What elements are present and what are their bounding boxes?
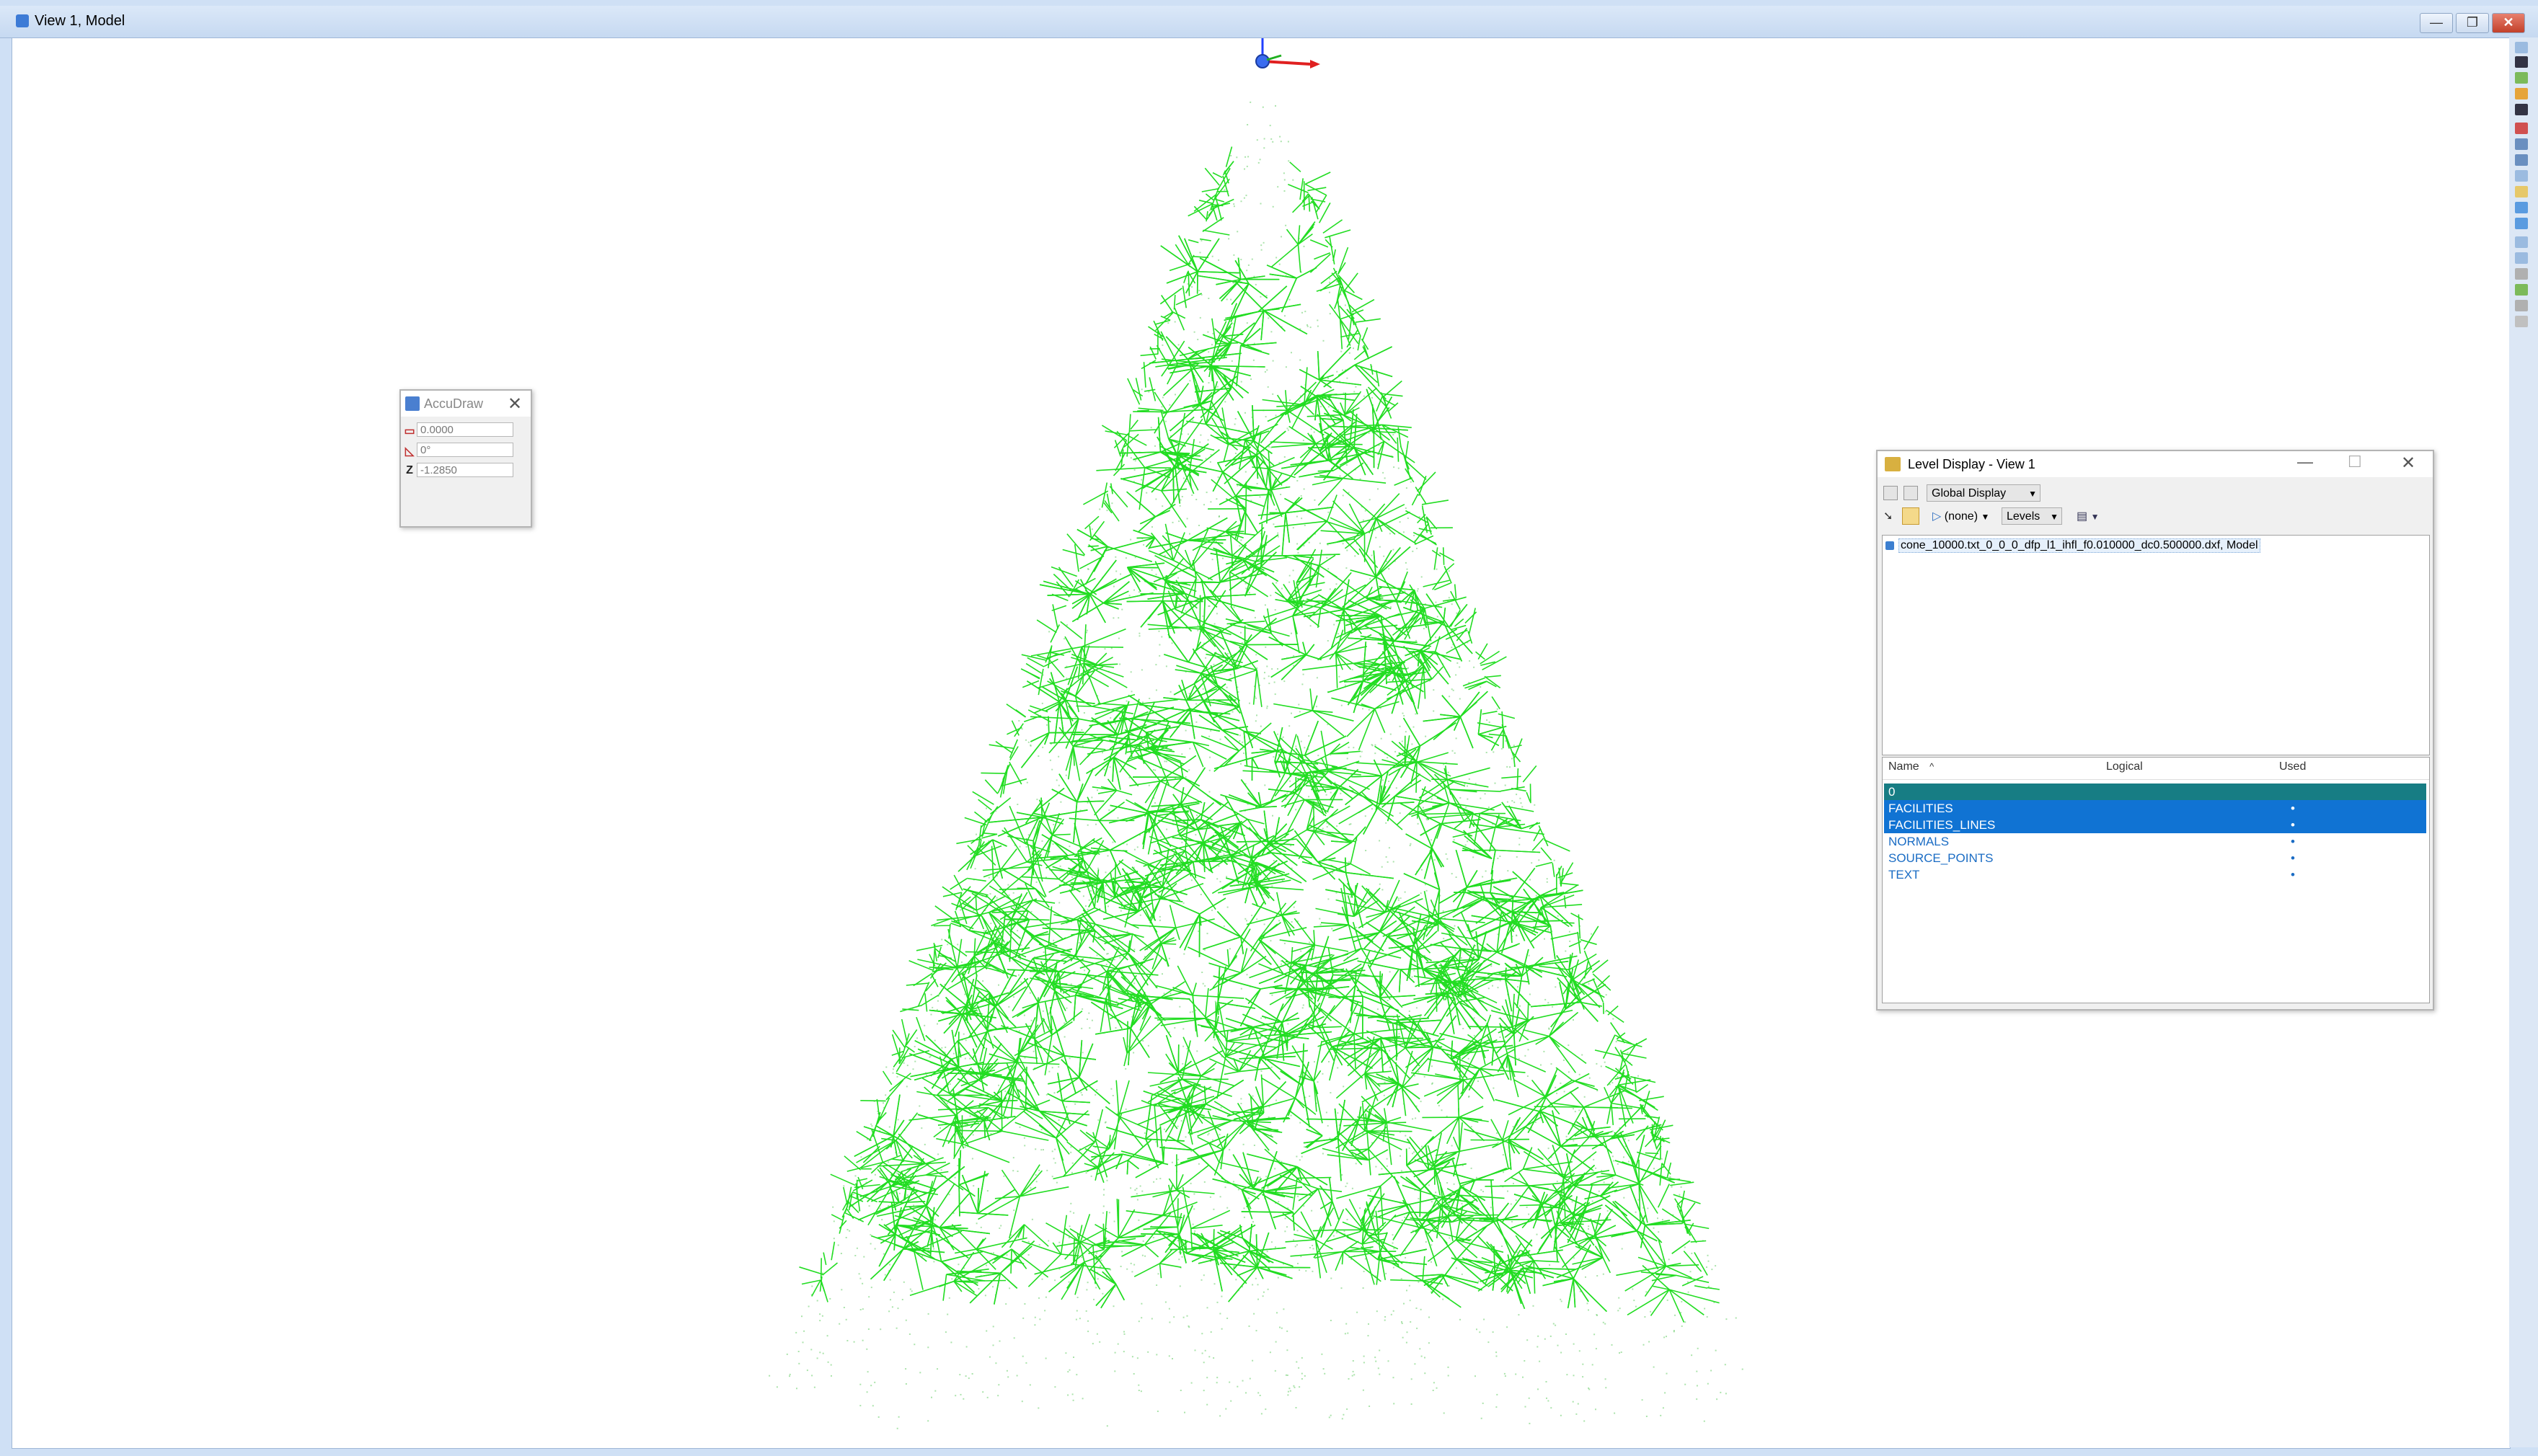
level-name: FACILITIES_LINES bbox=[1888, 818, 1996, 832]
chevron-down-icon: ▼ bbox=[2028, 489, 2037, 499]
distance-icon: ▭ bbox=[404, 425, 415, 438]
minimize-button[interactable]: — bbox=[2420, 13, 2453, 33]
level-display-titlebar[interactable]: Level Display - View 1 — ☐ ✕ bbox=[1878, 451, 2433, 477]
level-name: TEXT bbox=[1888, 868, 1920, 882]
view-select-icon[interactable] bbox=[1883, 486, 1898, 500]
distance-field[interactable]: 0.0000 bbox=[417, 422, 513, 437]
level-row-text[interactable]: TEXT • bbox=[1884, 866, 2426, 883]
column-header-used[interactable]: Used bbox=[2279, 760, 2307, 773]
level-used: • bbox=[2291, 818, 2295, 832]
copy-view-icon[interactable] bbox=[2515, 268, 2528, 280]
zoom-in-icon[interactable] bbox=[2515, 138, 2528, 150]
filter-value: (none) bbox=[1944, 510, 1978, 523]
next-view-icon[interactable] bbox=[2515, 252, 2528, 264]
camera-icon[interactable] bbox=[2515, 316, 2528, 327]
walk-view-icon[interactable] bbox=[2515, 218, 2528, 229]
display-mode-select[interactable]: Global Display ▼ bbox=[1927, 484, 2040, 502]
chart-icon: ▤ bbox=[2077, 510, 2088, 523]
level-display-title: Level Display - View 1 bbox=[1908, 457, 2035, 471]
level-used: • bbox=[2291, 835, 2295, 848]
pan-view-icon[interactable] bbox=[2515, 202, 2528, 213]
accudraw-icon bbox=[405, 396, 420, 411]
dgn-file-icon bbox=[1885, 541, 1894, 550]
z-field[interactable]: -1.2850 bbox=[417, 463, 513, 477]
level-used: • bbox=[2291, 851, 2295, 865]
previous-view-icon[interactable] bbox=[2515, 236, 2528, 248]
sort-ascending-icon: ^ bbox=[1929, 761, 1935, 772]
level-display-dialog: Level Display - View 1 — ☐ ✕ Global Disp… bbox=[1876, 450, 2434, 1011]
view-attributes-icon[interactable] bbox=[2515, 72, 2528, 84]
chevron-down-icon: ▼ bbox=[2090, 512, 2100, 522]
restore-button[interactable]: ❐ bbox=[2456, 13, 2489, 33]
level-row-facilities[interactable]: FACILITIES • bbox=[1884, 800, 2426, 817]
accudraw-close-button[interactable]: ✕ bbox=[508, 394, 523, 414]
level-name: FACILITIES bbox=[1888, 802, 1953, 815]
header-divider bbox=[1883, 779, 2429, 780]
view-title: View 1, Model bbox=[35, 13, 125, 29]
angle-icon: ◺ bbox=[404, 445, 415, 458]
type-select[interactable]: Levels ▼ bbox=[2002, 507, 2062, 525]
level-row-source-points[interactable]: SOURCE_POINTS • bbox=[1884, 850, 2426, 866]
level-minimize-button[interactable]: — bbox=[2297, 453, 2313, 471]
rotate-view-icon[interactable] bbox=[2515, 186, 2528, 197]
display-mode-value: Global Display bbox=[1932, 487, 2007, 500]
chevron-down-icon: ▼ bbox=[1981, 512, 1990, 522]
filter-icon: ▷ bbox=[1932, 510, 1942, 523]
display-options-button[interactable]: ▤ ▼ bbox=[2077, 509, 2099, 523]
level-used: • bbox=[2291, 868, 2295, 882]
angle-field[interactable]: 0° bbox=[417, 443, 513, 457]
level-used: • bbox=[2291, 802, 2295, 815]
level-row-normals[interactable]: NORMALS • bbox=[1884, 833, 2426, 850]
level-name: NORMALS bbox=[1888, 835, 1950, 848]
chevron-down-icon: ▼ bbox=[2050, 512, 2059, 522]
view-app-icon bbox=[16, 14, 29, 27]
level-display-icon bbox=[1885, 457, 1901, 471]
view-titlebar[interactable]: View 1, Model — ❐ ✕ bbox=[0, 6, 2538, 38]
accudraw-titlebar[interactable]: AccuDraw ✕ bbox=[401, 391, 531, 417]
dropdown-arrow-icon[interactable] bbox=[2515, 56, 2528, 68]
zoom-out-icon[interactable] bbox=[2515, 154, 2528, 166]
level-row-facilities-lines[interactable]: FACILITIES_LINES • bbox=[1884, 817, 2426, 833]
pick-level-icon[interactable]: ➘ bbox=[1883, 510, 1893, 523]
fit-view-icon[interactable] bbox=[2515, 123, 2528, 134]
filter-select[interactable]: ▷ (none) ▼ bbox=[1932, 509, 1989, 523]
type-value: Levels bbox=[2007, 510, 2040, 523]
level-row-0[interactable]: 0 bbox=[1884, 784, 2426, 800]
level-name: 0 bbox=[1888, 785, 1896, 799]
file-tree-item[interactable]: cone_10000.txt_0_0_0_dfp_l1_ihfl_f0.0100… bbox=[1898, 538, 2260, 553]
level-maximize-button[interactable]: ☐ bbox=[2348, 453, 2362, 471]
clip-mask-icon[interactable] bbox=[2515, 300, 2528, 311]
z-label: Z bbox=[406, 464, 413, 476]
level-close-button[interactable]: ✕ bbox=[2401, 453, 2416, 473]
level-list: Name ^ Logical Used 0 FACILITIES • FACIL… bbox=[1882, 757, 2430, 1003]
accudraw-dialog: AccuDraw ✕ ▭ 0.0000 ◺ 0° Z -1.2850 bbox=[399, 389, 532, 528]
column-header-name[interactable]: Name ^ bbox=[1888, 760, 1934, 773]
dropdown-arrow-icon[interactable] bbox=[2515, 104, 2528, 115]
level-name: SOURCE_POINTS bbox=[1888, 851, 1994, 865]
file-tree: cone_10000.txt_0_0_0_dfp_l1_ihfl_f0.0100… bbox=[1882, 535, 2430, 755]
close-button[interactable]: ✕ bbox=[2492, 13, 2525, 33]
normals-layer bbox=[799, 146, 1720, 1323]
accudraw-z-row: Z -1.2850 bbox=[401, 463, 531, 480]
column-header-logical[interactable]: Logical bbox=[2106, 760, 2143, 773]
update-view-icon[interactable] bbox=[2515, 42, 2528, 53]
column-name-label: Name bbox=[1888, 760, 1919, 773]
accudraw-distance-row: ▭ 0.0000 bbox=[401, 422, 531, 440]
cone-point-cloud bbox=[769, 38, 1743, 1429]
display-style-icon[interactable] bbox=[2515, 88, 2528, 99]
view-tools-toolbar bbox=[2509, 37, 2538, 1447]
clip-volume-icon[interactable] bbox=[2515, 284, 2528, 296]
accudraw-angle-row: ◺ 0° bbox=[401, 443, 531, 460]
window-area-icon[interactable] bbox=[2515, 170, 2528, 182]
accudraw-title: AccuDraw bbox=[424, 396, 484, 411]
view-axis-triad bbox=[1255, 38, 1320, 68]
level-tree-icon[interactable] bbox=[1902, 507, 1919, 525]
target-icon[interactable] bbox=[1904, 486, 1918, 500]
